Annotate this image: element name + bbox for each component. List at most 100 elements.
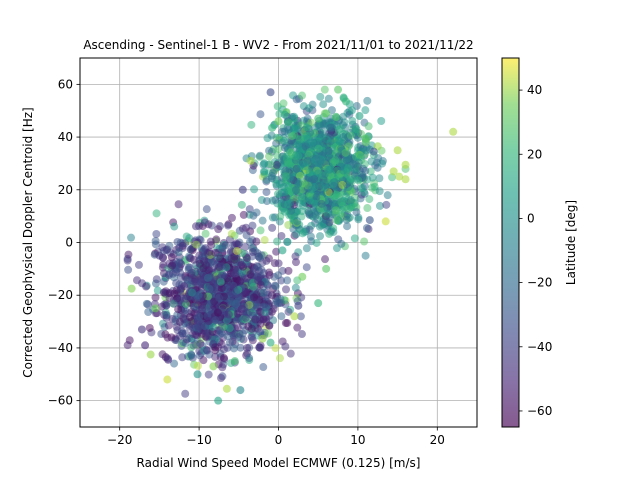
scatter-point-cloud [283, 276, 292, 285]
scatter-point-cloud [316, 92, 325, 101]
scatter-point-cloud [354, 176, 363, 185]
scatter-point-cloud [347, 174, 356, 183]
scatter-point-cloud [329, 192, 338, 201]
x-axis-ticks: −20 −10 0 10 20 [107, 427, 445, 447]
scatter-point-cloud [192, 240, 201, 249]
scatter-point-cloud [274, 259, 283, 268]
scatter-point-cloud [241, 242, 250, 251]
scatter-point-cloud [275, 299, 284, 308]
scatter-point-cloud [326, 123, 335, 132]
scatter-point-cloud [152, 229, 161, 238]
scatter-point-cloud [225, 338, 234, 347]
x-tick-label: 10 [350, 433, 365, 447]
x-tick-label: −20 [107, 433, 132, 447]
y-tick-label: 0 [65, 236, 73, 250]
scatter-point-cloud [226, 283, 235, 292]
scatter-point-cloud [153, 286, 162, 295]
scatter-point-cloud [279, 99, 288, 108]
scatter-point [355, 111, 364, 120]
scatter-point [322, 264, 331, 273]
scatter-point-cloud [152, 275, 161, 284]
scatter-point-cloud [383, 191, 392, 200]
scatter-point-cloud [320, 85, 329, 94]
scatter-point [193, 370, 202, 379]
scatter-point-cloud [202, 205, 211, 214]
scatter-point-cloud [344, 164, 353, 173]
scatter-point-cloud [262, 175, 271, 184]
scatter-point-cloud [343, 222, 352, 231]
scatter-point-cloud [338, 201, 347, 210]
scatter-point [280, 110, 289, 119]
scatter-point-cloud [273, 189, 282, 198]
scatter-point-cloud [283, 319, 292, 328]
scatter-point-cloud [323, 209, 332, 218]
scatter-point-cloud [231, 269, 240, 278]
scatter-point-cloud [232, 239, 241, 248]
y-tick-label: 60 [58, 77, 73, 91]
scatter-point [175, 243, 184, 252]
scatter-point-cloud [297, 330, 306, 339]
scatter-point-cloud [278, 183, 287, 192]
scatter-point [389, 167, 398, 176]
scatter-point-cloud [344, 183, 353, 192]
scatter-point-cloud [191, 340, 200, 349]
scatter-point-cloud [336, 138, 345, 147]
scatter-point-cloud [314, 144, 323, 153]
scatter-point-cloud [264, 329, 273, 338]
scatter-point-cloud [223, 332, 232, 341]
scatter-point-cloud [245, 354, 254, 363]
scatter-point-cloud [164, 321, 173, 330]
x-tick-label: 0 [275, 433, 283, 447]
scatter-point-cloud [255, 252, 264, 261]
scatter-point [395, 172, 404, 181]
scatter-point-cloud [256, 110, 265, 119]
scatter-point-cloud [217, 271, 226, 280]
scatter-point-cloud [280, 207, 289, 216]
scatter-point-cloud [337, 162, 346, 171]
scatter-point-cloud [294, 151, 303, 160]
scatter-point-cloud [319, 139, 328, 148]
scatter-point-cloud [290, 112, 299, 121]
scatter-point-cloud [237, 260, 246, 269]
x-tick-label: 20 [430, 433, 445, 447]
scatter-point-cloud [217, 262, 226, 271]
scatter-point [314, 299, 323, 308]
scatter-point-cloud [350, 234, 359, 243]
scatter-point-cloud [346, 196, 355, 205]
scatter-point-cloud [272, 139, 281, 148]
scatter-point-cloud [225, 324, 234, 333]
scatter-point-cloud [203, 273, 212, 282]
scatter-point-cloud [195, 259, 204, 268]
scatter-point-cloud [331, 156, 340, 165]
scatter-point-cloud [291, 283, 300, 292]
scatter-point-cloud [260, 236, 269, 245]
scatter-point-cloud [208, 322, 217, 331]
scatter-point-cloud [170, 222, 179, 231]
scatter-point-cloud [265, 321, 274, 330]
scatter-point-cloud [260, 167, 269, 176]
scatter-point-cloud [182, 294, 191, 303]
scatter-point-cloud [321, 215, 330, 224]
scatter-point-cloud [378, 159, 387, 168]
scatter-point-cloud [284, 221, 293, 230]
scatter-point-cloud [290, 131, 299, 140]
scatter-point-cloud [204, 370, 213, 379]
chart-title: Ascending - Sentinel-1 B - WV2 - From 20… [83, 38, 473, 52]
scatter-point-cloud [151, 293, 160, 302]
scatter-point [163, 375, 172, 384]
scatter-point-cloud [185, 322, 194, 331]
scatter-point-cloud [184, 265, 193, 274]
scatter-point-cloud [261, 303, 270, 312]
scatter-points [123, 85, 458, 405]
scatter-point-cloud [236, 277, 245, 286]
colorbar-frame [501, 57, 520, 428]
scatter-point-cloud [233, 323, 242, 332]
scatter-point-cloud [277, 231, 286, 240]
scatter-point-cloud [242, 254, 251, 263]
colorbar-tick-label: 40 [527, 83, 542, 97]
scatter-point-cloud [305, 168, 314, 177]
scatter-point-cloud [234, 333, 243, 342]
scatter-point-cloud [124, 265, 133, 274]
scatter-point-cloud [212, 235, 221, 244]
colorbar [502, 58, 519, 427]
